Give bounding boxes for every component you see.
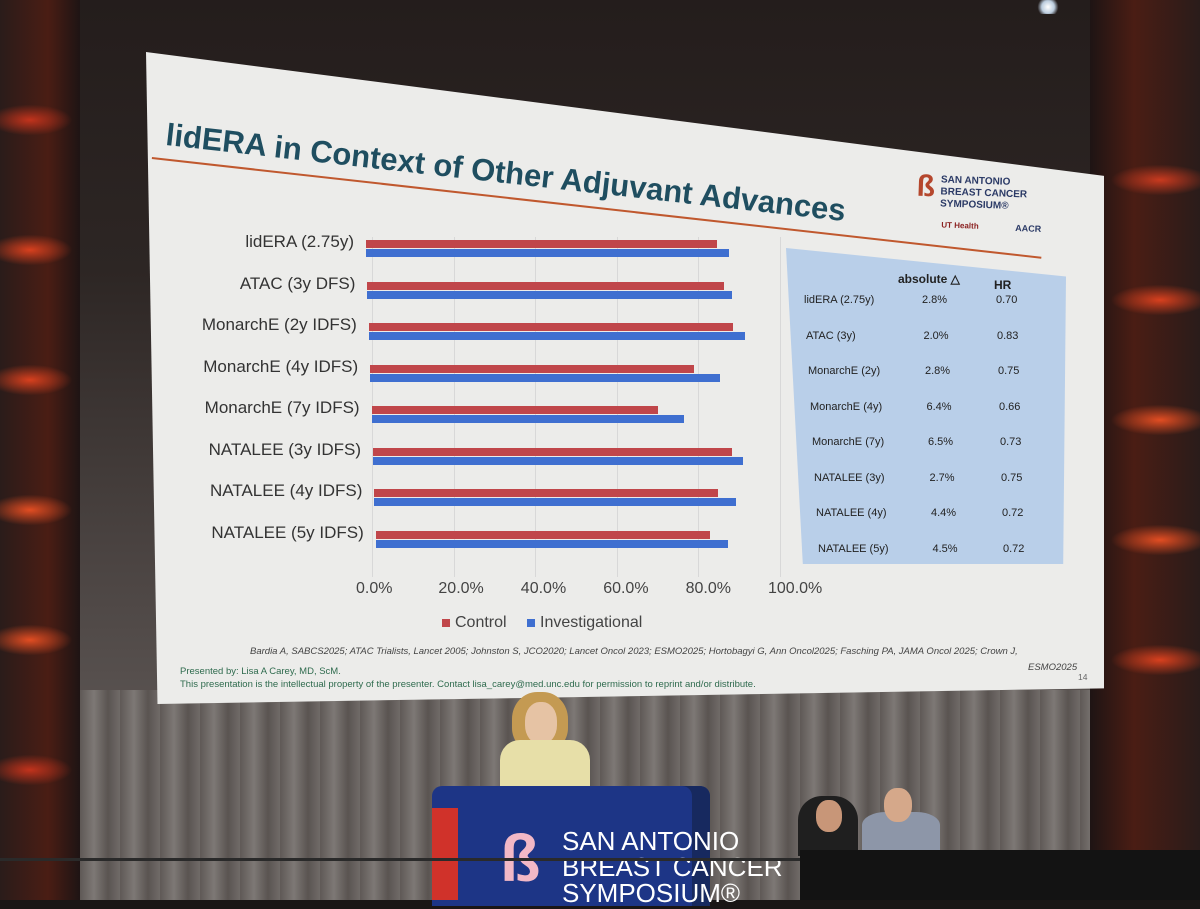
bar-investigational xyxy=(373,456,744,465)
x-tick-label: 60.0% xyxy=(603,580,649,597)
table-row-name: MonarchE (2y) xyxy=(808,365,881,377)
speaker-face xyxy=(525,702,557,744)
table-row-name: NATALEE (3y) xyxy=(814,471,885,484)
stage-railing xyxy=(0,858,800,861)
table-row-delta: 6.4% xyxy=(926,400,952,413)
table-row-delta: 4.5% xyxy=(932,542,958,555)
x-tick-label: 40.0% xyxy=(520,580,567,597)
bar-control xyxy=(367,281,724,290)
results-table: absolute △ HR lidERA (2.75y) 2.8% 0.70 ATAC… xyxy=(786,248,1066,564)
bar-investigational xyxy=(370,373,721,382)
bar-control xyxy=(375,530,710,539)
symposium-logo-mark: ß xyxy=(916,169,936,204)
category-label: MonarchE (2y IDFS) xyxy=(201,315,357,334)
slide-title: lidERA in Context of Other Adjuvant Adva… xyxy=(164,117,848,229)
chart-gridline xyxy=(698,237,700,577)
bar-investigational xyxy=(374,498,736,506)
podium xyxy=(432,786,710,906)
category-label: NATALEE (3y IDFS) xyxy=(208,439,361,459)
table-row-hr: 0.70 xyxy=(996,294,1018,306)
table-row-delta: 6.5% xyxy=(928,436,954,448)
table-row-delta: 2.8% xyxy=(922,294,948,306)
table-header-hr: HR xyxy=(994,278,1012,292)
podium-line-2: BREAST CANCER xyxy=(562,852,783,882)
table-row-delta: 2.7% xyxy=(929,471,955,484)
podium-stripe xyxy=(432,808,458,900)
bar-control xyxy=(370,364,695,373)
table-row-name: NATALEE (5y) xyxy=(818,542,889,555)
bar-control xyxy=(371,406,658,414)
projected-slide: lidERA in Context of Other Adjuvant Adva… xyxy=(146,52,1104,704)
bar-investigational xyxy=(371,415,685,423)
bar-investigational xyxy=(375,539,729,548)
legend-label: Control xyxy=(455,614,507,631)
bar-control xyxy=(366,240,718,248)
category-label: lidERA (2.75y) xyxy=(245,232,354,251)
left-light-panel xyxy=(0,0,80,900)
legend-label: Investigational xyxy=(540,614,643,631)
panelist-right-face xyxy=(884,788,912,822)
x-tick-label: 80.0% xyxy=(685,580,731,597)
logo-ut-health: UT Health xyxy=(941,220,979,231)
slide-page-number: 14 xyxy=(1078,672,1088,682)
legend-swatch xyxy=(527,618,535,627)
bar-control xyxy=(374,489,718,497)
references: Bardia A, SABCS2025; ATAC Trialists, Lan… xyxy=(250,646,1018,657)
table-row-name: lidERA (2.75y) xyxy=(804,294,875,306)
panel-table xyxy=(800,850,1200,900)
table-row-delta: 4.4% xyxy=(931,507,957,519)
podium-line-1: SAN ANTONIO xyxy=(562,826,740,856)
right-light-panel xyxy=(1090,0,1200,900)
bar-control xyxy=(368,323,734,331)
category-label: ATAC (3y DFS) xyxy=(239,273,356,293)
table-row-hr: 0.75 xyxy=(1001,471,1023,484)
references-end: ESMO2025 xyxy=(1028,662,1078,673)
table-row-hr: 0.66 xyxy=(999,400,1021,413)
legend-item: Investigational xyxy=(527,614,642,632)
presenter-credit: Presented by: Lisa A Carey, MD, ScM. xyxy=(180,666,341,677)
legend-item: Control xyxy=(442,614,507,632)
panelist-left-face xyxy=(816,800,842,832)
category-label: MonarchE (4y IDFS) xyxy=(203,356,359,376)
logo-aacr: AACR xyxy=(1015,223,1042,234)
table-header-delta: absolute △ xyxy=(898,272,960,286)
podium-line-3: SYMPOSIUM® xyxy=(562,878,741,908)
x-tick-label: 100.0% xyxy=(768,580,823,597)
table-row-name: ATAC (3y) xyxy=(806,329,856,342)
table-row-hr: 0.72 xyxy=(1002,507,1024,519)
table-row-delta: 2.0% xyxy=(923,329,949,342)
x-tick-label: 0.0% xyxy=(356,580,393,597)
category-label: MonarchE (7y IDFS) xyxy=(204,398,360,417)
table-row-name: NATALEE (4y) xyxy=(816,507,887,519)
table-row-hr: 0.73 xyxy=(1000,436,1022,448)
category-label: NATALEE (4y IDFS) xyxy=(209,481,363,500)
stage-spotlight xyxy=(1036,0,1060,14)
logo-line-3: SYMPOSIUM® xyxy=(939,198,1009,212)
table-row-name: MonarchE (7y) xyxy=(812,436,885,448)
table-row-hr: 0.83 xyxy=(997,329,1019,342)
symposium-logo: ß SAN ANTONIO BREAST CANCER SYMPOSIUM® U… xyxy=(915,170,1057,245)
bar-investigational xyxy=(366,249,729,257)
table-row-hr: 0.75 xyxy=(998,365,1020,377)
table-row-delta: 2.8% xyxy=(925,365,951,377)
table-row-name: MonarchE (4y) xyxy=(810,400,883,413)
legend-swatch xyxy=(442,618,450,627)
bar-investigational xyxy=(368,332,745,340)
chart-gridline xyxy=(780,237,781,577)
bar-investigational xyxy=(367,290,733,299)
bar-control xyxy=(373,447,733,456)
x-tick-label: 20.0% xyxy=(438,580,484,597)
ip-notice: This presentation is the intellectual pr… xyxy=(180,679,756,690)
category-label: NATALEE (5y IDFS) xyxy=(211,522,364,542)
table-row-hr: 0.72 xyxy=(1003,542,1025,555)
